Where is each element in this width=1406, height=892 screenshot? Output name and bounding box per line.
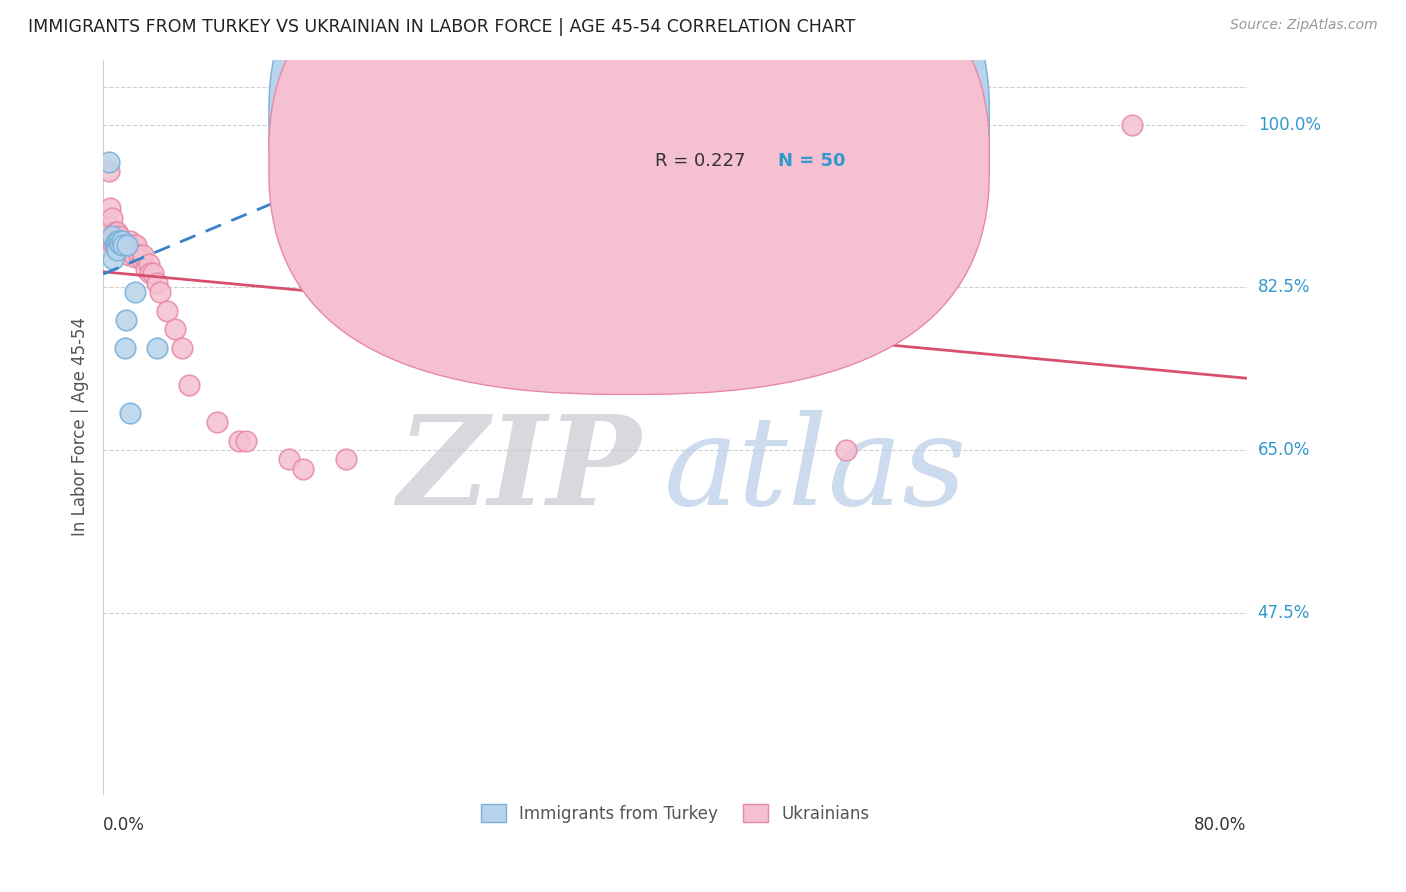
Point xyxy=(335,452,357,467)
Point xyxy=(115,313,138,327)
Point xyxy=(101,238,124,252)
Legend: Immigrants from Turkey, Ukrainians: Immigrants from Turkey, Ukrainians xyxy=(474,797,876,830)
Text: 65.0%: 65.0% xyxy=(1258,441,1310,458)
Point xyxy=(103,225,125,239)
Text: ZIP: ZIP xyxy=(396,410,641,532)
Point xyxy=(120,234,142,248)
Text: 100.0%: 100.0% xyxy=(1258,116,1320,134)
Text: 80.0%: 80.0% xyxy=(1194,816,1247,834)
Point xyxy=(103,234,125,248)
Point xyxy=(118,238,141,252)
Point xyxy=(235,434,257,448)
Point xyxy=(120,406,142,420)
Point xyxy=(100,211,122,225)
Point xyxy=(149,285,172,299)
Point xyxy=(118,248,141,262)
Point xyxy=(135,261,157,276)
Point xyxy=(117,238,139,252)
FancyBboxPatch shape xyxy=(269,0,990,394)
Point xyxy=(177,377,200,392)
Point xyxy=(107,234,129,248)
Point xyxy=(100,229,122,244)
Point xyxy=(107,238,129,252)
Point xyxy=(98,202,121,216)
Text: Source: ZipAtlas.com: Source: ZipAtlas.com xyxy=(1230,18,1378,32)
Point xyxy=(128,248,150,262)
Point xyxy=(108,238,131,252)
Point xyxy=(110,236,132,251)
Point xyxy=(146,341,169,355)
Point xyxy=(228,434,250,448)
Point xyxy=(117,238,139,252)
Point xyxy=(124,250,146,264)
Point xyxy=(104,234,127,248)
Text: 0.0%: 0.0% xyxy=(103,816,145,834)
Y-axis label: In Labor Force | Age 45-54: In Labor Force | Age 45-54 xyxy=(72,318,89,536)
Point xyxy=(378,118,401,132)
Point xyxy=(108,229,131,244)
Point xyxy=(96,229,118,244)
Point xyxy=(104,229,127,244)
Point xyxy=(107,225,129,239)
Point xyxy=(121,243,143,257)
Point xyxy=(142,266,165,280)
Point xyxy=(146,276,169,290)
Text: N = 50: N = 50 xyxy=(778,152,845,169)
Point xyxy=(104,236,127,251)
Point xyxy=(111,238,134,252)
Point xyxy=(1121,118,1143,132)
Point xyxy=(98,219,121,234)
Point xyxy=(112,238,135,252)
FancyBboxPatch shape xyxy=(269,0,990,354)
Point xyxy=(111,234,134,248)
Text: atlas: atlas xyxy=(664,410,967,532)
Point xyxy=(124,285,146,299)
Point xyxy=(97,154,120,169)
Point xyxy=(111,234,134,248)
Text: 47.5%: 47.5% xyxy=(1258,604,1310,622)
Point xyxy=(122,238,145,252)
Point xyxy=(101,229,124,244)
Point xyxy=(138,257,160,271)
Point xyxy=(139,266,162,280)
Point xyxy=(110,234,132,248)
Point xyxy=(835,442,858,457)
Point xyxy=(163,322,186,336)
Point xyxy=(107,243,129,257)
Point xyxy=(156,303,179,318)
Point xyxy=(207,415,229,429)
Point xyxy=(112,238,135,252)
Point xyxy=(101,252,124,267)
FancyBboxPatch shape xyxy=(589,86,869,192)
Point xyxy=(114,341,136,355)
Point xyxy=(108,234,131,248)
Point xyxy=(170,341,193,355)
Text: IMMIGRANTS FROM TURKEY VS UKRAINIAN IN LABOR FORCE | AGE 45-54 CORRELATION CHART: IMMIGRANTS FROM TURKEY VS UKRAINIAN IN L… xyxy=(28,18,855,36)
Text: R = 0.227: R = 0.227 xyxy=(655,152,747,169)
Point xyxy=(114,238,136,252)
Point xyxy=(292,461,315,475)
Text: R = 0.165: R = 0.165 xyxy=(655,112,745,129)
Point xyxy=(104,240,127,254)
Point xyxy=(132,248,155,262)
Point xyxy=(97,164,120,178)
Text: N = 19: N = 19 xyxy=(778,112,845,129)
Point xyxy=(125,238,148,252)
Point xyxy=(103,238,125,252)
Point xyxy=(278,452,301,467)
Text: 82.5%: 82.5% xyxy=(1258,278,1310,296)
Point xyxy=(131,252,153,267)
Point xyxy=(115,243,138,257)
